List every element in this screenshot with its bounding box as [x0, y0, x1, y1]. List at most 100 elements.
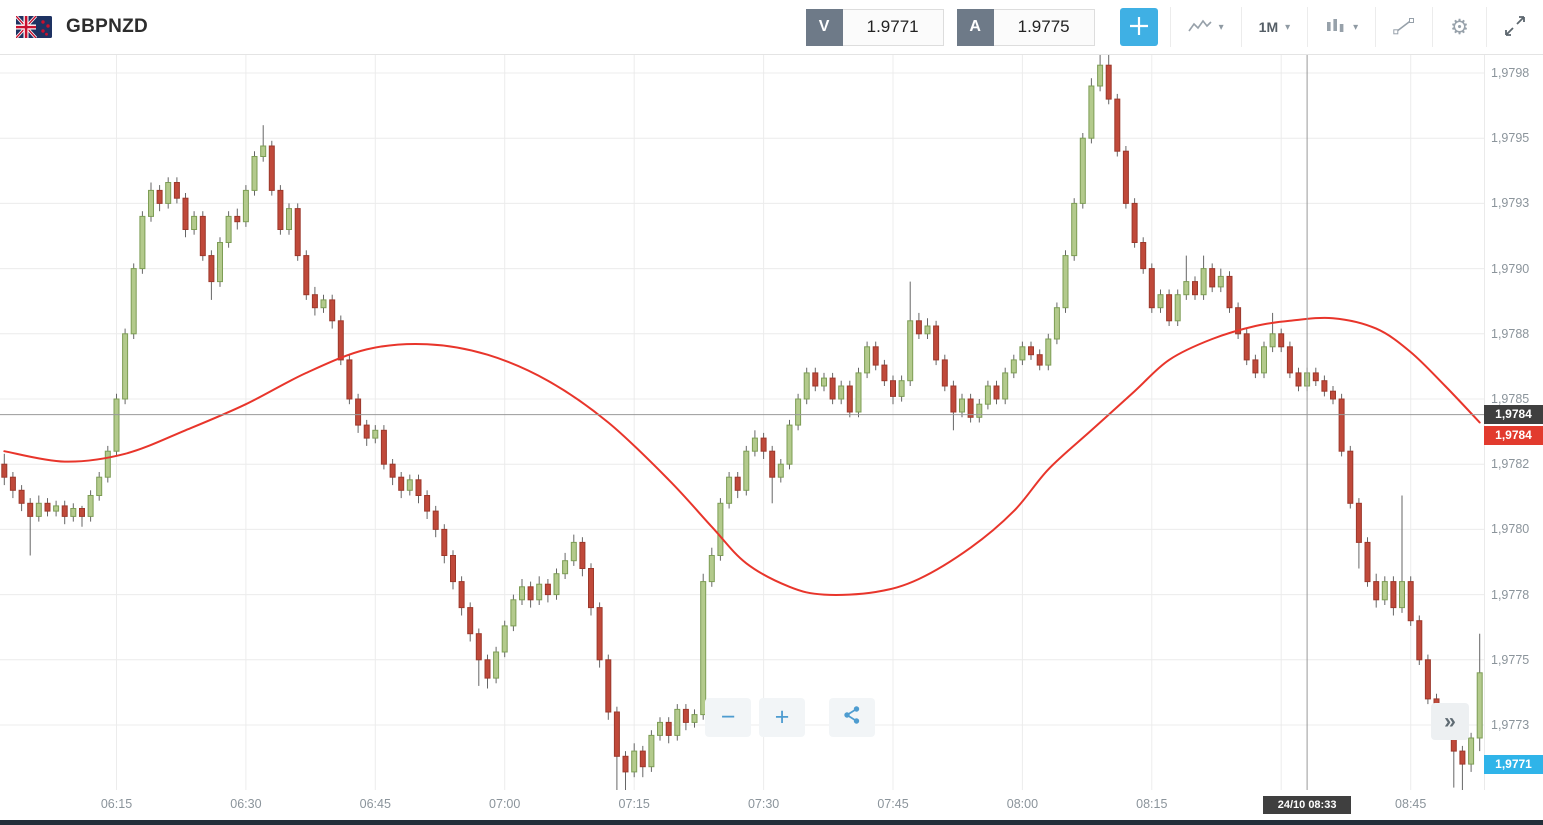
price-axis-label: 1,9795 [1491, 131, 1530, 146]
price-axis-label: 1,9793 [1491, 196, 1530, 211]
indicators-dropdown[interactable]: ▾ [1307, 7, 1375, 47]
candle-body [1330, 390, 1336, 400]
candle-body [544, 583, 551, 596]
price-axis-label: 1,9785 [1491, 392, 1530, 406]
candle-body [501, 625, 508, 653]
chart-area[interactable]: 1,9798 1,9795 1,9793 1,9790 1,9788 1,9785 1,97… [0, 55, 1543, 825]
ask-price-value: 1.9775 [993, 8, 1095, 46]
price-chart-canvas[interactable] [0, 55, 1543, 825]
candle-body [1235, 307, 1242, 335]
candle-body [1019, 346, 1026, 361]
candle-body [1252, 359, 1259, 374]
price-axis-label: 1,9782 [1491, 457, 1530, 472]
candle-body [1381, 581, 1388, 601]
candle-body [864, 346, 871, 374]
candle-body [27, 502, 34, 517]
candle-body [1390, 581, 1397, 609]
candle-body [657, 721, 663, 736]
candle-body [717, 502, 724, 556]
drawing-tools-button[interactable] [1375, 7, 1432, 47]
ask-button[interactable]: A [956, 8, 994, 46]
candle-body [303, 255, 310, 296]
candle-body [1122, 150, 1129, 204]
candle-body [1243, 333, 1250, 361]
sell-quote-group: V 1.9771 [805, 8, 944, 46]
candle-body [1010, 359, 1017, 374]
candle-body [1459, 750, 1466, 765]
candle-body [1476, 672, 1483, 739]
candle-body [122, 333, 129, 400]
candle-body [242, 189, 249, 223]
candle-body [1183, 281, 1190, 296]
chart-type-dropdown[interactable]: ▾ [1169, 7, 1241, 47]
candle-body [803, 372, 810, 400]
candle-body [708, 555, 715, 583]
candle-body [1286, 346, 1293, 374]
chevron-down-icon: ▾ [1353, 21, 1359, 33]
candle-body [484, 659, 491, 679]
settings-button[interactable]: ⚙ [1432, 7, 1486, 47]
candle-body [881, 364, 888, 382]
scroll-to-latest-button[interactable]: » [1431, 703, 1469, 740]
chevron-down-icon: ▾ [1218, 21, 1224, 33]
candle-body [1105, 64, 1112, 100]
candle-body [104, 450, 111, 478]
candle-body [562, 560, 569, 575]
candle-body [191, 215, 198, 230]
candle-body [53, 505, 60, 512]
candle-body [1062, 255, 1069, 309]
time-axis-label: 08:45 [1395, 797, 1427, 811]
time-axis-label: 07:45 [877, 797, 909, 811]
candle-body [588, 568, 594, 609]
candle-body [527, 586, 534, 601]
candle-body [1373, 581, 1380, 601]
candle-body [1321, 380, 1328, 392]
candle-body [1312, 372, 1319, 382]
candle-body [1364, 541, 1371, 583]
candle-body [1148, 268, 1155, 309]
zoom-in-button[interactable]: + [759, 698, 805, 737]
sell-button[interactable]: V [805, 8, 843, 46]
candle-body [941, 359, 948, 387]
indicators-icon [1325, 17, 1346, 38]
price-axis-label: 1,9778 [1491, 587, 1530, 602]
candle-body [1045, 338, 1052, 366]
candle-body [173, 182, 180, 199]
candle-body [691, 714, 698, 723]
candle-body [1192, 281, 1198, 296]
candle-body [510, 599, 517, 627]
candle-body [769, 450, 776, 478]
candle-body [234, 215, 241, 223]
candle-body [1347, 450, 1354, 504]
grid-layer [0, 55, 1484, 790]
price-axis-label: 1,9798 [1491, 66, 1530, 80]
gbpnzd-flag-icon [16, 16, 52, 38]
candle-body [1079, 137, 1086, 204]
time-axis-label: 08:00 [1006, 797, 1039, 811]
candle-body [1424, 659, 1431, 700]
time-axis[interactable]: 06:15 06:30 06:45 07:00 07:15 07:30 07:45 08:00… [0, 790, 1484, 820]
candle-body [976, 403, 983, 418]
candle-body [87, 495, 94, 517]
candle-body [933, 325, 940, 361]
timeframe-dropdown[interactable]: 1M ▾ [1240, 7, 1307, 47]
candle-body [579, 541, 586, 570]
candle-body [458, 581, 465, 609]
candle-body [1036, 354, 1043, 366]
collapse-chart-button[interactable] [1486, 7, 1543, 47]
crosshair-tool-button[interactable] [1119, 8, 1158, 46]
share-button[interactable] [829, 698, 875, 737]
chevron-down-icon: ▾ [1285, 21, 1291, 33]
zoom-out-button[interactable]: − [705, 698, 751, 737]
candle-body [829, 377, 836, 400]
crosshair-time-badge: 24/10 08:33 [1263, 796, 1352, 814]
candle-body [1338, 398, 1345, 452]
collapse-expand-icon [1504, 15, 1526, 40]
candle-body [225, 215, 232, 243]
candle-body [605, 659, 612, 713]
time-axis-label: 06:30 [230, 797, 262, 811]
candle-body [959, 398, 965, 413]
candle-body [286, 208, 292, 231]
time-axis-label: 08:15 [1136, 797, 1168, 811]
